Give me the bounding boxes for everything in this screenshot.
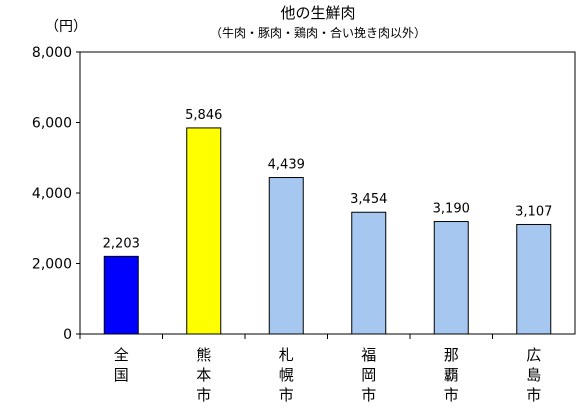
category-label: 那覇市 — [444, 346, 459, 404]
data-label: 3,107 — [515, 204, 552, 219]
category-label: 全国 — [114, 346, 129, 384]
data-label: 2,203 — [103, 236, 140, 251]
bar-series — [103, 127, 552, 335]
data-label: 3,454 — [350, 192, 387, 207]
data-label: 3,190 — [433, 202, 470, 217]
y-tick-label: 2,000 — [32, 257, 72, 273]
bar — [186, 127, 222, 335]
data-label: 4,439 — [268, 158, 305, 173]
y-tick-label: 8,000 — [32, 45, 72, 61]
x-axis: 全国 熊本市 札幌市 福岡市 那覇市 広島市 — [79, 334, 541, 404]
category-label: 広島市 — [526, 346, 541, 404]
y-tick-label: 6,000 — [32, 116, 72, 132]
y-tick-label: 4,000 — [32, 186, 72, 202]
category-label: 札幌市 — [279, 346, 294, 404]
category-label: 福岡市 — [361, 346, 376, 404]
plot-area — [79, 51, 576, 335]
chart-subtitle: （牛肉・豚肉・鶏肉・合い挽き肉以外） — [210, 25, 426, 40]
value-labels: 2,203 5,846 4,439 3,454 3,190 3,107 — [103, 108, 553, 251]
y-axis: 0 2,000 4,000 6,000 8,000 — [32, 45, 80, 343]
bar — [433, 221, 469, 335]
bar — [516, 223, 552, 335]
bar — [103, 255, 139, 335]
y-axis-unit-label: （円） — [45, 19, 87, 35]
data-label: 5,846 — [185, 108, 222, 123]
y-tick-label: 0 — [63, 327, 72, 343]
bar — [351, 211, 387, 335]
chart-title: 他の生鮮肉 — [280, 4, 355, 22]
bar — [268, 177, 304, 335]
category-label: 熊本市 — [196, 346, 211, 404]
